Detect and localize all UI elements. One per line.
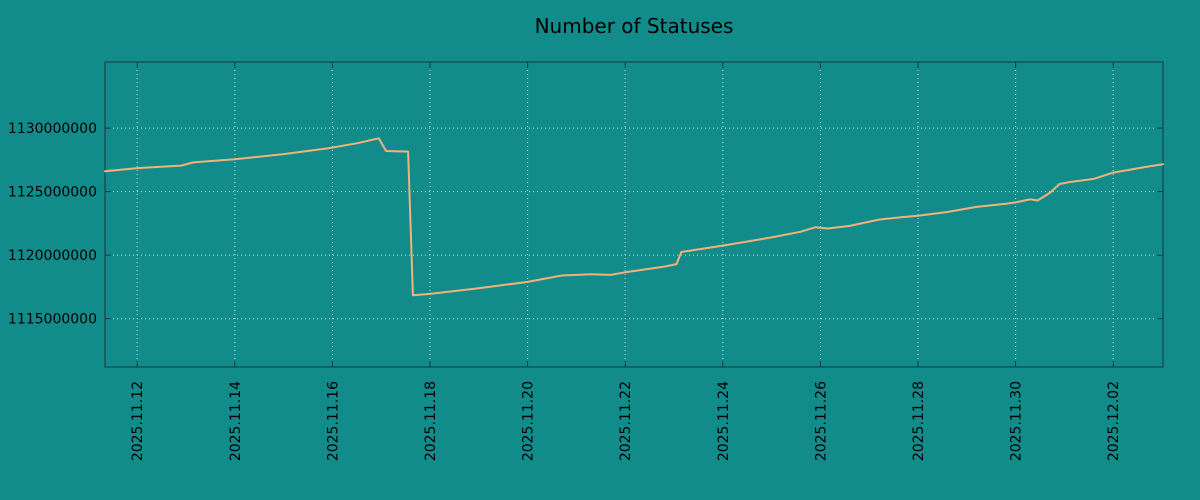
x-tick-label: 2025.11.12 bbox=[130, 381, 146, 461]
x-tick-label: 2025.12.02 bbox=[1106, 381, 1122, 461]
x-tick-label: 2025.11.16 bbox=[325, 381, 341, 461]
chart-title: Number of Statuses bbox=[534, 14, 734, 38]
x-tick-label: 2025.11.20 bbox=[521, 381, 537, 461]
x-tick-label: 2025.11.24 bbox=[716, 381, 732, 461]
x-tick-label: 2025.11.14 bbox=[228, 381, 244, 461]
x-tick-label: 2025.11.22 bbox=[618, 381, 634, 461]
series-line-statuses bbox=[104, 137, 1164, 297]
y-tick-label: 1115000000 bbox=[8, 312, 97, 328]
y-tick-label: 1125000000 bbox=[8, 185, 97, 201]
y-tick-label: 1120000000 bbox=[8, 248, 97, 264]
x-tick-label: 2025.11.30 bbox=[1009, 381, 1025, 461]
x-tick-label: 2025.11.26 bbox=[813, 381, 829, 461]
x-tick-label: 2025.11.18 bbox=[423, 381, 439, 461]
plot-border bbox=[104, 61, 1164, 368]
x-tick-label: 2025.11.28 bbox=[911, 381, 927, 461]
y-tick-label: 1130000000 bbox=[8, 121, 97, 137]
